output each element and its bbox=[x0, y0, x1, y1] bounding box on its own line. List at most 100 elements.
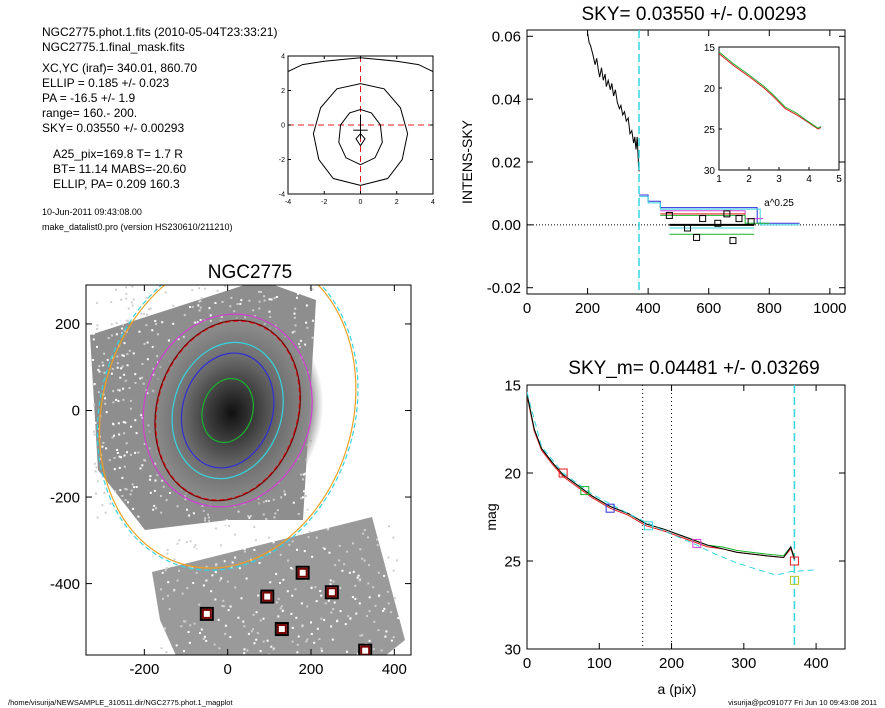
image-noise-pixel bbox=[126, 364, 129, 367]
image-noise-pixel bbox=[304, 472, 307, 475]
isophote-ellipse bbox=[171, 341, 284, 480]
image-noise-pixel bbox=[286, 590, 289, 593]
image-noise-pixel bbox=[263, 295, 266, 298]
image-noise-pixel bbox=[292, 501, 295, 504]
image-noise-pixel bbox=[222, 599, 225, 602]
image-noise-pixel bbox=[338, 544, 341, 547]
image-noise-pixel bbox=[315, 600, 318, 603]
masked-star-inner bbox=[326, 587, 337, 598]
image-noise-pixel bbox=[124, 499, 127, 502]
sky-square-point bbox=[735, 215, 743, 223]
mag-square-point bbox=[692, 538, 702, 548]
image-noise-pixel bbox=[266, 639, 269, 642]
image-noise-pixel bbox=[333, 601, 336, 604]
image-noise-pixel bbox=[262, 513, 265, 516]
image-noise-pixel bbox=[143, 458, 146, 461]
image-noise-pixel bbox=[309, 287, 312, 290]
image-noise-pixel bbox=[184, 620, 187, 623]
image-noise-pixel bbox=[349, 617, 352, 620]
image-noise-pixel bbox=[366, 615, 368, 617]
image-noise-pixel bbox=[204, 517, 207, 520]
sky-square-point bbox=[747, 218, 755, 226]
image-noise-pixel bbox=[127, 501, 129, 504]
image-noise-pixel bbox=[110, 334, 113, 337]
image-noise-pixel bbox=[191, 305, 194, 308]
image-noise-pixel bbox=[310, 292, 313, 295]
image-noise-pixel bbox=[102, 364, 105, 367]
inset-ytick-label: 20 bbox=[704, 84, 716, 95]
image-noise-pixel bbox=[166, 552, 169, 555]
image-noise-pixel bbox=[362, 532, 365, 535]
image-noise-pixel bbox=[160, 588, 162, 591]
image-noise-pixel bbox=[98, 365, 101, 368]
isophote-ellipse bbox=[154, 319, 301, 502]
image-noise-pixel bbox=[296, 548, 298, 551]
isophote-ellipse bbox=[155, 320, 301, 501]
image-noise-pixel bbox=[310, 484, 313, 487]
image-noise-pixel bbox=[258, 300, 261, 303]
image-noise-pixel bbox=[383, 607, 386, 610]
image-noise-pixel bbox=[214, 571, 217, 574]
header-pa: PA = -16.5 +/- 1.9 bbox=[42, 91, 135, 105]
image-noise-pixel bbox=[318, 638, 321, 640]
image-noise-pixel bbox=[311, 555, 314, 558]
image-noise-pixel bbox=[174, 530, 176, 533]
image-noise-pixel bbox=[376, 538, 379, 541]
image-noise-pixel bbox=[143, 312, 146, 315]
image-noise-pixel bbox=[151, 329, 154, 332]
image-noise-pixel bbox=[180, 532, 182, 535]
image-noise-pixel bbox=[176, 542, 179, 545]
image-noise-pixel bbox=[268, 536, 271, 539]
image-noise-pixel bbox=[120, 320, 123, 323]
image-noise-pixel bbox=[198, 309, 201, 312]
image-noise-pixel bbox=[203, 635, 206, 638]
image-noise-pixel bbox=[306, 326, 309, 329]
image-noise-pixel bbox=[124, 421, 127, 424]
image-noise-pixel bbox=[109, 502, 112, 505]
image-noise-pixel bbox=[361, 634, 364, 637]
header-a25: A25_pix=169.8 T= 1.7 R bbox=[53, 147, 183, 161]
image-noise-pixel bbox=[244, 550, 246, 553]
image-noise-pixel bbox=[107, 337, 110, 340]
image-noise-pixel bbox=[146, 341, 149, 344]
image-noise-pixel bbox=[302, 478, 304, 481]
image-noise-pixel bbox=[181, 592, 184, 595]
header-center: XC,YC (iraf)= 340.01, 860.70 bbox=[42, 61, 197, 75]
image-noise-pixel bbox=[229, 636, 232, 639]
image-noise-pixel bbox=[103, 505, 105, 508]
image-noise-pixel bbox=[248, 299, 251, 302]
image-noise-pixel bbox=[216, 289, 219, 292]
image-noise-pixel bbox=[382, 610, 385, 612]
image-noise-pixel bbox=[240, 299, 243, 302]
isophote-ellipse bbox=[180, 352, 275, 469]
lower-field-image bbox=[152, 517, 405, 655]
image-noise-pixel bbox=[243, 625, 246, 628]
image-noise-pixel bbox=[224, 285, 227, 288]
image-noise-pixel bbox=[186, 587, 189, 590]
image-noise-pixel bbox=[95, 492, 97, 495]
image-noise-pixel bbox=[320, 594, 323, 597]
image-noise-pixel bbox=[149, 307, 152, 310]
image-plot-title: NGC2775 bbox=[208, 262, 293, 283]
image-noise-pixel bbox=[164, 291, 167, 294]
sky-ytick-label: 0.00 bbox=[492, 217, 521, 234]
image-noise-pixel bbox=[226, 580, 229, 583]
image-noise-pixel bbox=[111, 367, 114, 370]
image-noise-pixel bbox=[149, 478, 151, 481]
image-noise-pixel bbox=[204, 287, 207, 290]
mag-plot-title: SKY_m= 0.04481 +/- 0.03269 bbox=[568, 358, 819, 379]
image-noise-pixel bbox=[167, 339, 170, 342]
image-noise-pixel bbox=[97, 320, 100, 323]
image-noise-pixel bbox=[97, 480, 100, 483]
image-noise-pixel bbox=[265, 534, 268, 537]
image-noise-pixel bbox=[149, 289, 152, 292]
image-noise-pixel bbox=[104, 397, 106, 400]
image-noise-pixel bbox=[151, 345, 154, 348]
inset-frame bbox=[718, 46, 840, 171]
image-noise-pixel bbox=[125, 286, 127, 289]
image-noise-pixel bbox=[279, 607, 282, 610]
image-noise-pixel bbox=[149, 491, 152, 494]
image-noise-pixel bbox=[268, 298, 271, 301]
image-noise-pixel bbox=[93, 425, 96, 428]
image-noise-pixel bbox=[198, 527, 201, 530]
